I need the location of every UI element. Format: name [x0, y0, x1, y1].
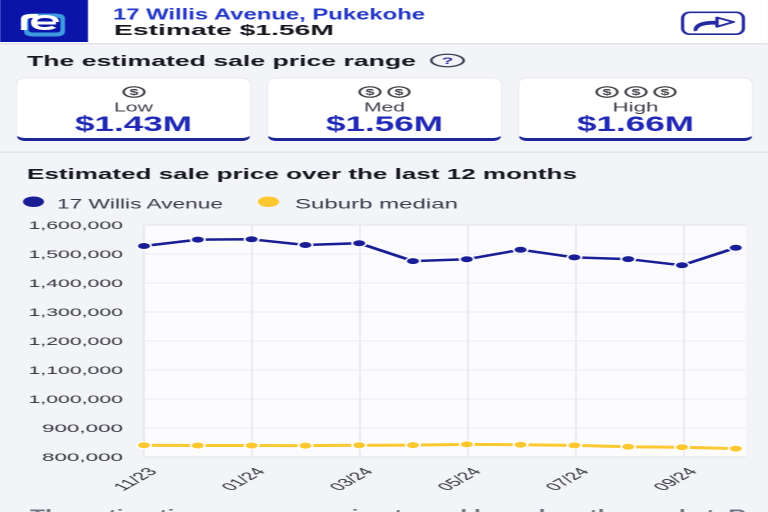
svg-text:$: $: [395, 88, 404, 97]
svg-text:05/24: 05/24: [432, 465, 486, 493]
svg-text:$: $: [602, 88, 611, 97]
svg-text:1,000,000: 1,000,000: [28, 393, 123, 406]
svg-text:09/24: 09/24: [648, 465, 702, 493]
svg-text:$: $: [631, 88, 640, 97]
svg-text:1,600,000: 1,600,000: [28, 219, 123, 232]
svg-text:$: $: [129, 88, 138, 97]
svg-text:900,000: 900,000: [42, 422, 123, 435]
svg-text:07/24: 07/24: [540, 465, 594, 493]
svg-text:1,100,000: 1,100,000: [28, 364, 123, 377]
svg-text:1,400,000: 1,400,000: [28, 277, 123, 290]
svg-text:$: $: [366, 88, 375, 97]
svg-text:?: ?: [442, 56, 454, 67]
svg-text:1,500,000: 1,500,000: [28, 248, 123, 261]
svg-text:$: $: [660, 88, 669, 97]
svg-text:01/24: 01/24: [216, 465, 270, 493]
svg-text:1,200,000: 1,200,000: [28, 335, 123, 348]
svg-text:11/23: 11/23: [108, 465, 162, 493]
svg-text:1,300,000: 1,300,000: [28, 306, 123, 319]
svg-text:03/24: 03/24: [324, 465, 378, 493]
svg-text:800,000: 800,000: [42, 451, 123, 464]
